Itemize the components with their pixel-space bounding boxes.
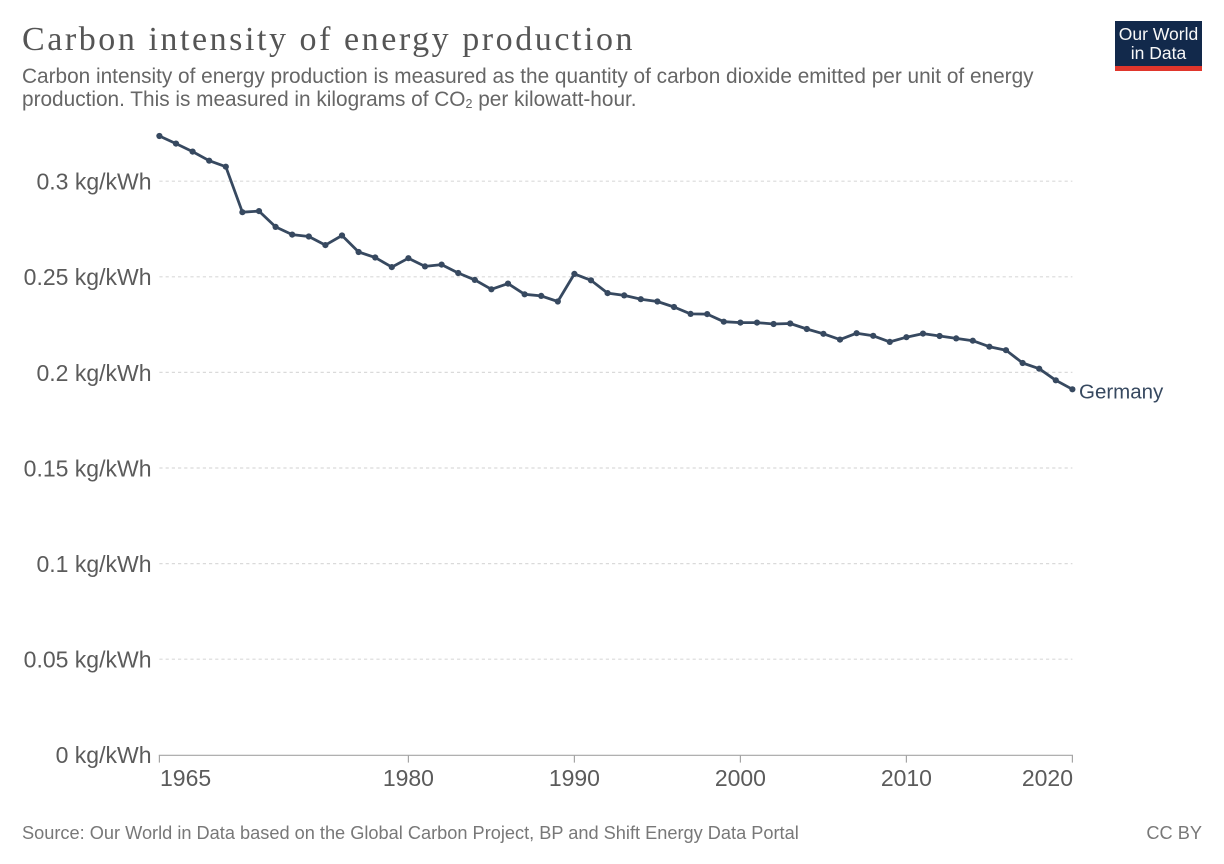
svg-text:0.2 kg/kWh: 0.2 kg/kWh bbox=[36, 360, 151, 386]
svg-text:2010: 2010 bbox=[881, 765, 932, 791]
svg-text:0.25 kg/kWh: 0.25 kg/kWh bbox=[24, 264, 152, 290]
svg-text:0.05 kg/kWh: 0.05 kg/kWh bbox=[24, 647, 152, 673]
svg-text:0.1 kg/kWh: 0.1 kg/kWh bbox=[36, 551, 151, 577]
svg-text:1990: 1990 bbox=[549, 765, 600, 791]
svg-text:1965: 1965 bbox=[160, 765, 211, 791]
svg-text:1980: 1980 bbox=[383, 765, 434, 791]
svg-text:2000: 2000 bbox=[715, 765, 766, 791]
svg-text:0.3 kg/kWh: 0.3 kg/kWh bbox=[36, 169, 151, 195]
svg-text:0 kg/kWh: 0 kg/kWh bbox=[56, 742, 152, 768]
svg-text:2020: 2020 bbox=[1022, 765, 1073, 791]
svg-text:Germany: Germany bbox=[1079, 381, 1164, 404]
svg-text:0.15 kg/kWh: 0.15 kg/kWh bbox=[24, 455, 152, 481]
